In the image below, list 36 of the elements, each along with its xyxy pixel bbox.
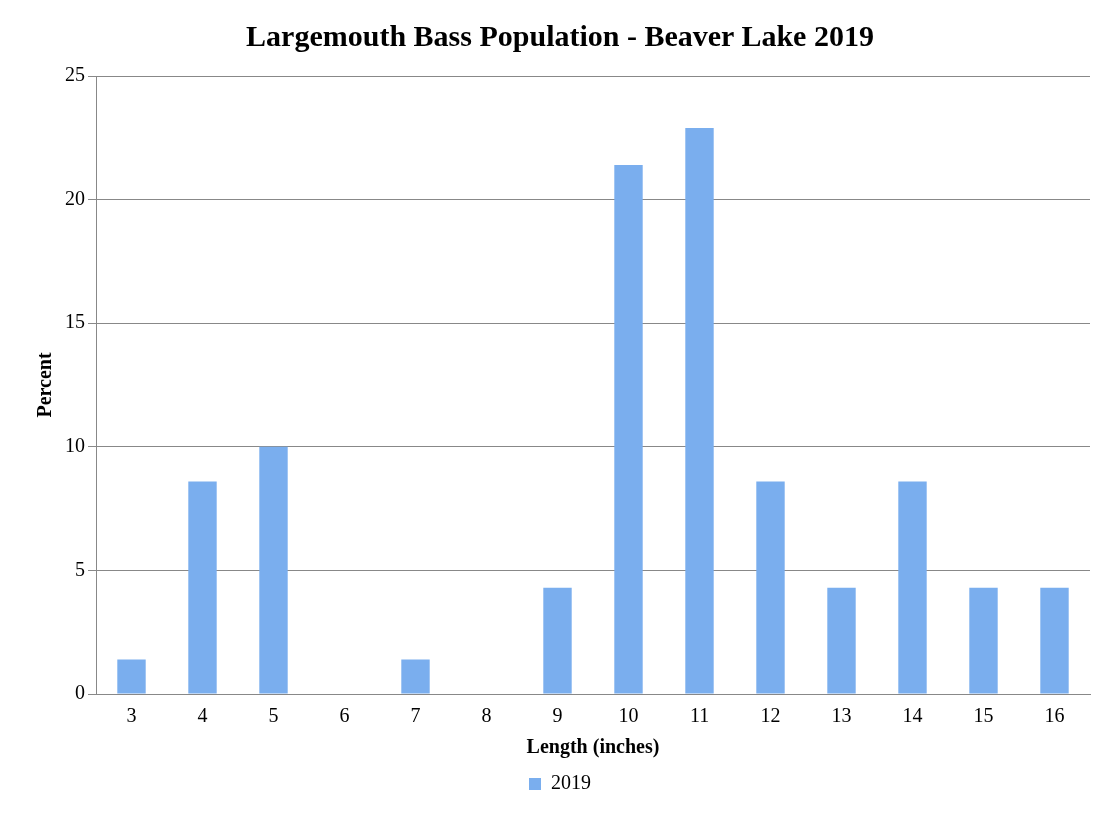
y-tick-label: 20 [65,186,85,209]
bar [614,164,643,694]
x-tick-label: 16 [1044,704,1065,727]
x-tick-label: 8 [481,704,492,727]
legend-label: 2019 [551,771,591,794]
x-tick-label: 14 [902,704,923,727]
x-axis-title: Length (inches) [526,735,660,759]
x-tick-label: 10 [618,704,639,727]
x-tick-label: 12 [760,704,781,727]
bar [188,481,217,694]
bar [1040,587,1069,694]
bar [259,446,288,694]
y-axis-title: Percent [33,352,56,418]
y-tick-label: 10 [65,434,85,457]
bar [401,659,430,694]
bar [827,587,856,694]
x-tick-label: 11 [689,704,710,727]
bar [685,127,714,694]
x-tick-label: 5 [268,704,279,727]
y-tick-label: 15 [65,310,85,333]
x-tick-label: 4 [197,704,208,727]
x-tick-label: 13 [831,704,852,727]
bar [543,587,572,694]
x-tick-label: 7 [410,704,421,727]
bar [756,481,785,694]
x-tick-label: 15 [973,704,994,727]
y-tick-label: 5 [75,557,85,580]
y-tick-label: 25 [65,63,85,86]
x-tick-label: 3 [126,704,137,727]
bar [117,659,146,694]
x-tick-label: 6 [339,704,350,727]
y-tick-label: 0 [75,681,85,704]
bar [898,481,927,694]
x-tick-label: 9 [552,704,563,727]
bar [969,587,998,694]
chart-title: Largemouth Bass Population - Beaver Lake 2019 [246,18,874,52]
